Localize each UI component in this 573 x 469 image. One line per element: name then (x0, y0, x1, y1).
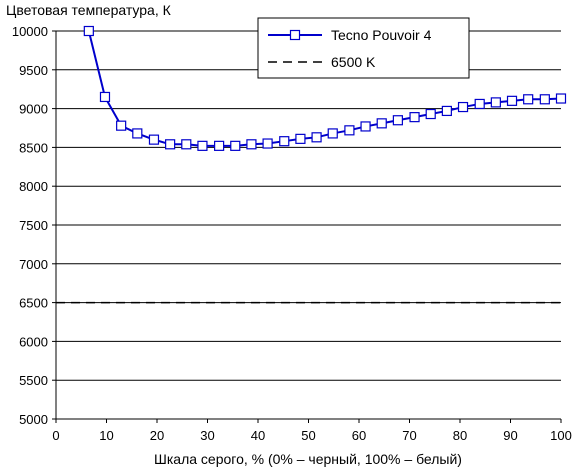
data-point (132, 128, 143, 139)
data-point (409, 112, 420, 123)
data-point (425, 108, 436, 120)
data-point (539, 94, 550, 105)
y-tick-label: 10000 (12, 24, 48, 39)
y-tick-label: 6500 (19, 296, 48, 311)
x-tick-label: 70 (402, 428, 416, 443)
data-point (344, 125, 355, 136)
data-point (214, 140, 225, 151)
data-point (165, 139, 176, 150)
y-tick-label: 5000 (19, 412, 48, 427)
data-point (116, 120, 127, 131)
x-tick-label: 90 (503, 428, 517, 443)
grid-lines (56, 30, 561, 381)
data-point (279, 136, 290, 147)
data-point (311, 132, 322, 143)
x-tick-label: 60 (352, 428, 366, 443)
y-tick-label: 9500 (19, 63, 48, 78)
data-point (246, 139, 257, 150)
data-point (360, 121, 371, 132)
data-point (457, 101, 469, 113)
y-axis-title: Цветовая температура, К (6, 2, 172, 18)
legend-marker-series-0 (289, 29, 301, 41)
data-point (181, 139, 192, 150)
data-point (474, 98, 485, 110)
x-tick-label: 20 (150, 428, 164, 443)
data-point (262, 138, 273, 149)
x-tick-label: 40 (251, 428, 265, 443)
series-layer (56, 25, 567, 304)
legend-label-series-0: Tecno Pouvoir 4 (331, 27, 432, 43)
data-point (506, 95, 518, 106)
y-tick-label: 6000 (19, 334, 48, 349)
y-tick-label: 8500 (19, 140, 48, 155)
y-tick-label: 7500 (19, 218, 48, 233)
data-point (295, 133, 306, 144)
legend-box (257, 17, 470, 79)
data-point (441, 105, 452, 117)
y-tick-label: 8000 (19, 179, 48, 194)
data-point (83, 25, 94, 37)
legend-label-series-1: 6500 K (331, 54, 376, 70)
data-point (490, 97, 501, 108)
x-tick-label: 50 (301, 428, 315, 443)
x-tick-label: 10 (99, 428, 113, 443)
x-tick-label: 0 (52, 428, 59, 443)
x-tick-labels: 0 10 20 30 40 50 60 70 80 90 100 (52, 428, 571, 443)
data-point (555, 93, 567, 104)
y-tick-label: 7000 (19, 257, 48, 272)
y-tick-label: 9000 (19, 102, 48, 117)
data-point (197, 140, 208, 151)
data-point (327, 128, 338, 139)
x-tick-label: 30 (200, 428, 214, 443)
y-tick-label: 5500 (19, 373, 48, 388)
data-point (523, 94, 534, 105)
legend: Tecno Pouvoir 4 6500 K (257, 17, 470, 79)
data-point (376, 118, 387, 129)
y-tick-labels: 5000 5500 6000 6500 7000 7500 8000 8500 9000 9500… (12, 24, 48, 427)
x-axis-title: Шкала серого, % (0% – черный, 100% – бел… (154, 451, 462, 467)
data-point (148, 134, 160, 145)
axes (52, 30, 562, 423)
data-point (230, 140, 241, 151)
x-tick-label: 100 (550, 428, 572, 443)
data-point (99, 91, 111, 103)
x-tick-label: 80 (453, 428, 467, 443)
data-point (392, 115, 403, 126)
